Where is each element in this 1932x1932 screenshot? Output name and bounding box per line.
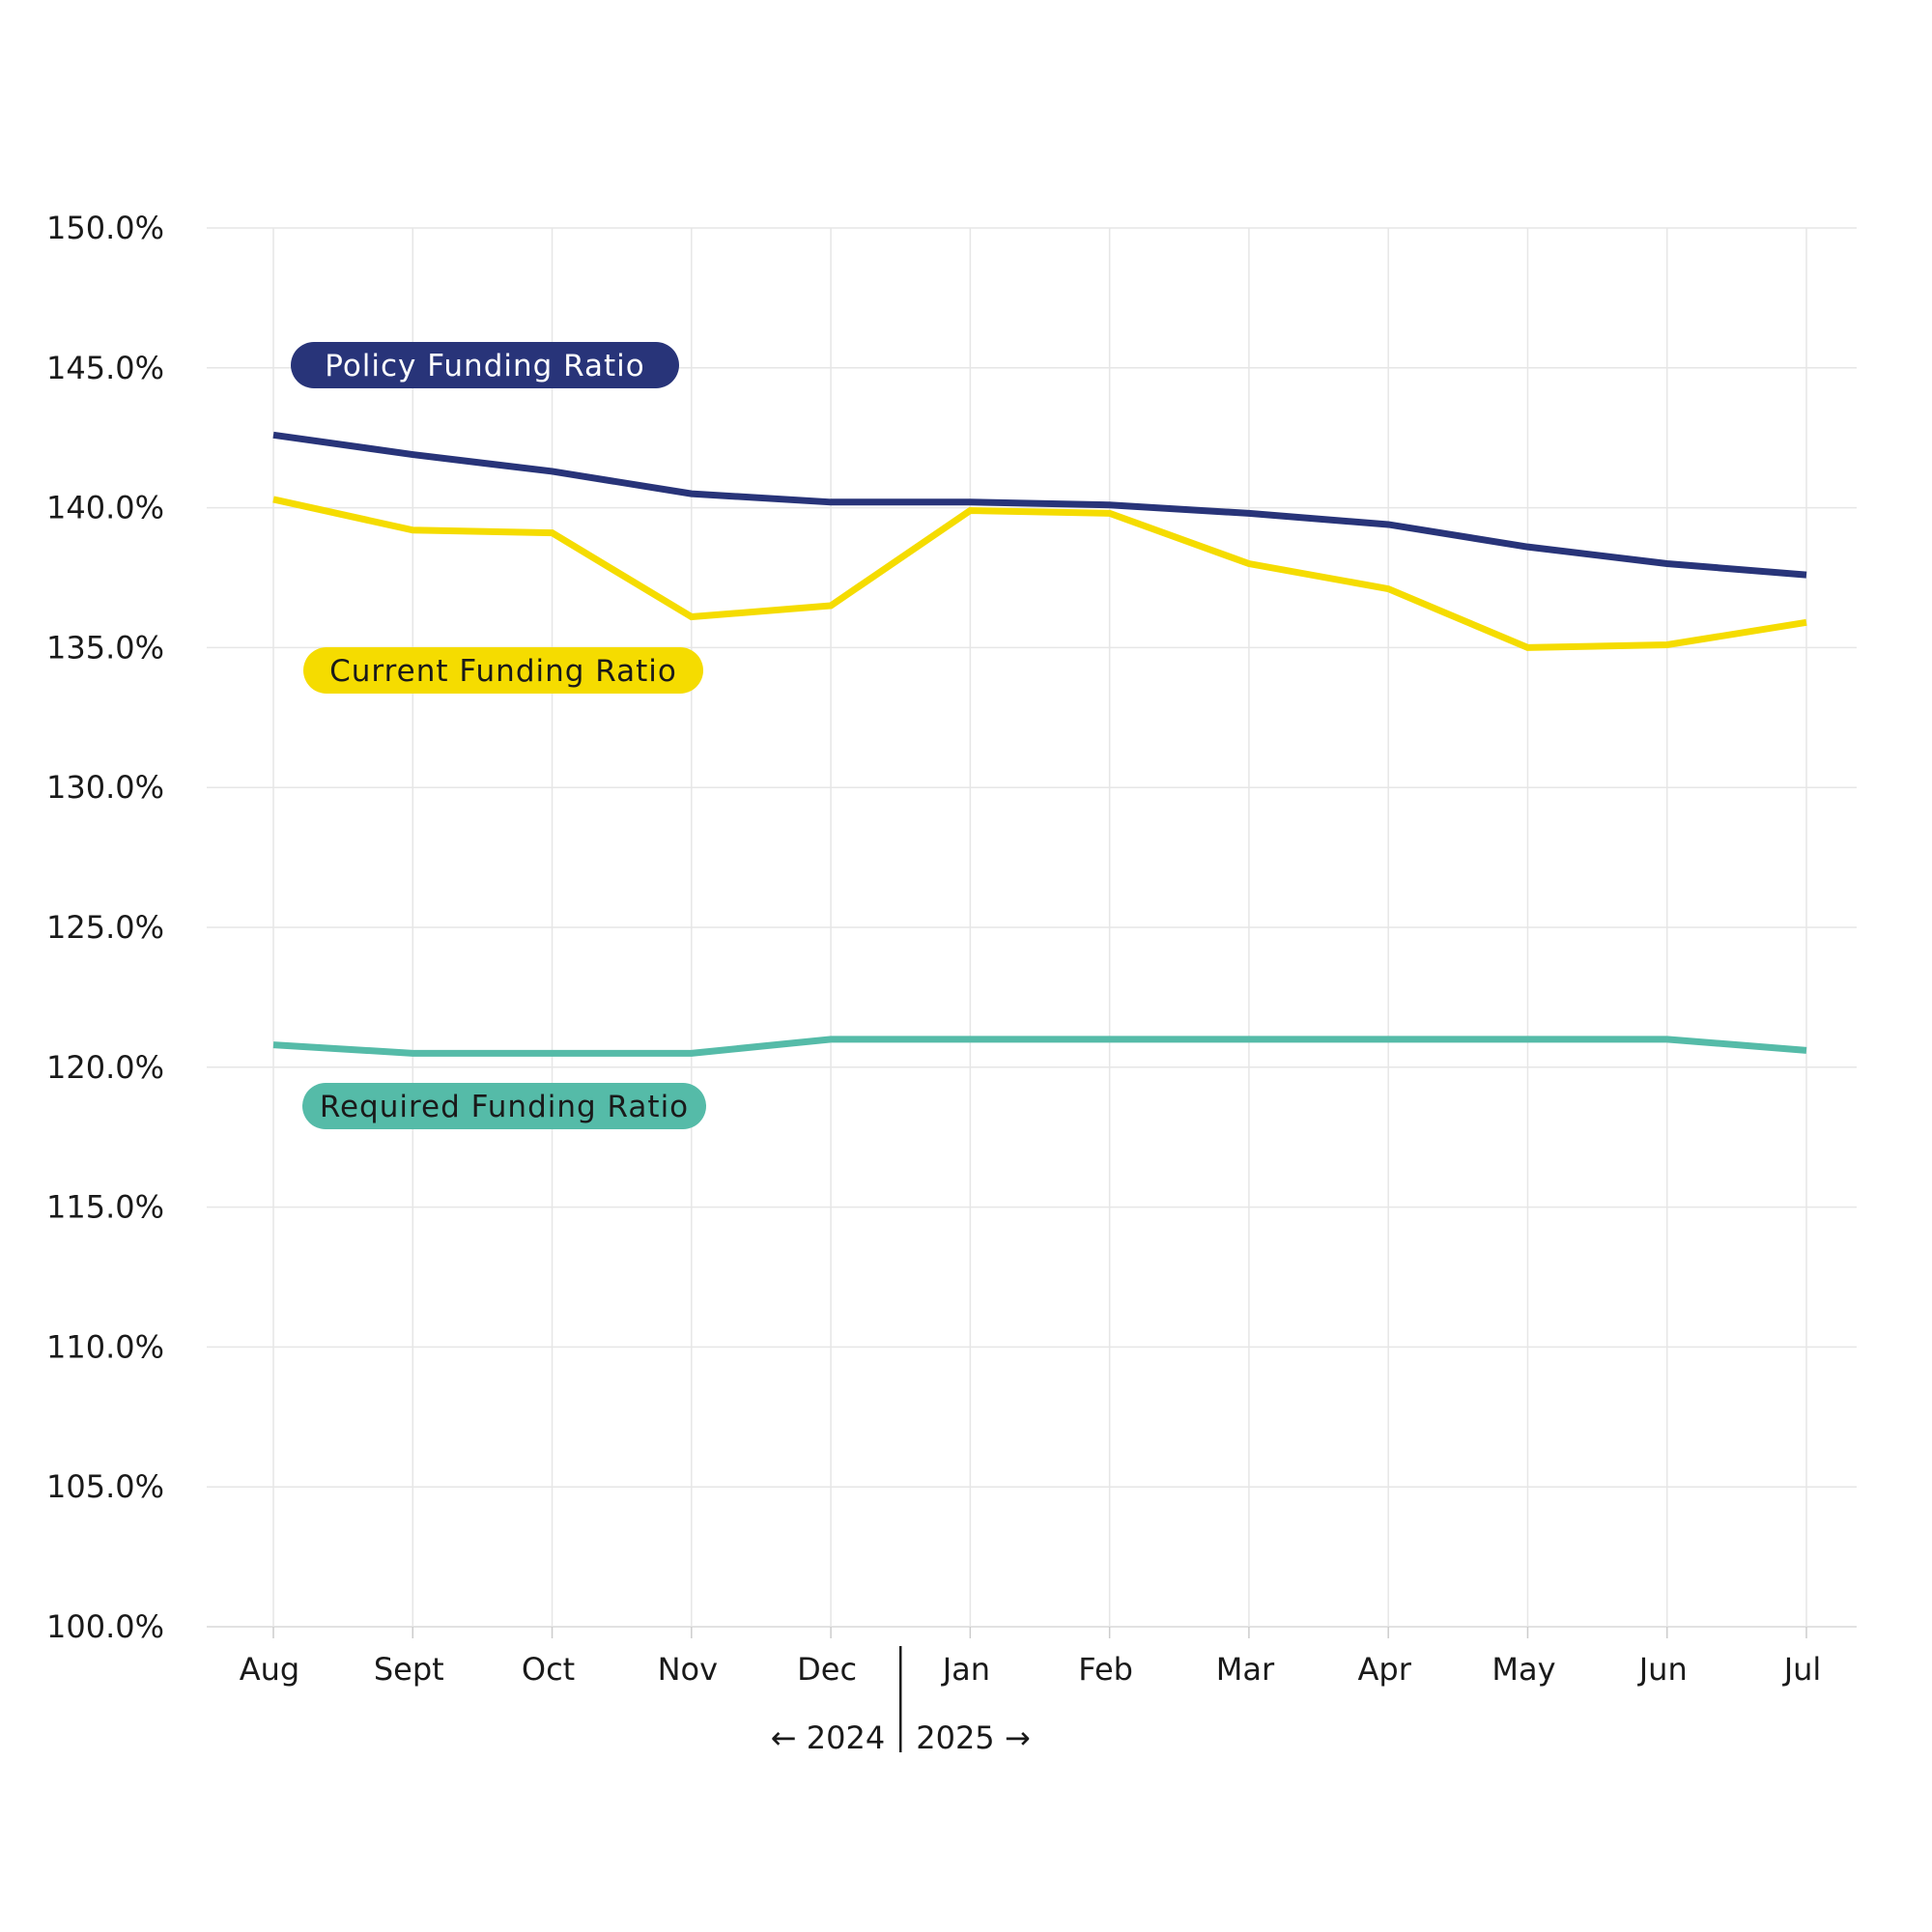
y-tick-label: 100.0% — [46, 1608, 164, 1645]
axes: 100.0% 105.0% 110.0% 115.0% 120.0% 125.0% 130.… — [46, 210, 1821, 1756]
y-tick-label: 110.0% — [46, 1328, 164, 1365]
series-lines — [272, 431, 1807, 1057]
y-tick-label: 125.0% — [46, 909, 164, 946]
x-tick-label: Jun — [1637, 1651, 1688, 1688]
y-tick-label: 145.0% — [46, 350, 164, 386]
x-tick-label: Nov — [658, 1651, 718, 1688]
y-tick-label: 120.0% — [46, 1049, 164, 1086]
series-label-pill — [291, 342, 679, 388]
x-tick-label: Feb — [1078, 1651, 1133, 1688]
y-tick-label: 150.0% — [46, 210, 164, 246]
series-label-text: Required Funding Ratio — [320, 1090, 689, 1124]
year-label-2025: 2025 → — [916, 1719, 1030, 1756]
series-label-pill — [302, 1083, 706, 1129]
x-tick-label: Jul — [1782, 1651, 1822, 1688]
series-label-pill — [303, 647, 703, 694]
series-line-policy-funding-ratio — [272, 431, 1807, 579]
y-tick-label: 115.0% — [46, 1189, 164, 1226]
series-label-text: Policy Funding Ratio — [325, 349, 645, 384]
x-tick-label: Aug — [240, 1651, 299, 1688]
x-tick-label: Mar — [1216, 1651, 1275, 1688]
x-tick-label: Oct — [522, 1651, 575, 1688]
series-label-policy-funding-ratio: Policy Funding Ratio — [291, 342, 679, 388]
series-label-current-funding-ratio: Current Funding Ratio — [303, 647, 703, 694]
x-tick-label: Jan — [941, 1651, 990, 1688]
series-label-required-funding-ratio: Required Funding Ratio — [302, 1083, 706, 1129]
x-tick-label: Dec — [797, 1651, 857, 1688]
x-tick-label: Sept — [374, 1651, 444, 1688]
y-tick-label: 130.0% — [46, 769, 164, 806]
year-label-2024: ← 2024 — [771, 1719, 885, 1756]
y-tick-label: 135.0% — [46, 629, 164, 666]
x-tick-label: Apr — [1358, 1651, 1412, 1688]
series-labels: Policy Funding Ratio Current Funding Rati… — [291, 342, 706, 1129]
series-line-required-funding-ratio — [272, 1036, 1807, 1057]
series-label-text: Current Funding Ratio — [329, 654, 677, 689]
y-tick-label: 105.0% — [46, 1468, 164, 1505]
series-line-current-funding-ratio — [272, 496, 1807, 651]
y-tick-label: 140.0% — [46, 490, 164, 526]
grid-lines — [207, 227, 1857, 1628]
x-tick-label: May — [1492, 1651, 1555, 1688]
